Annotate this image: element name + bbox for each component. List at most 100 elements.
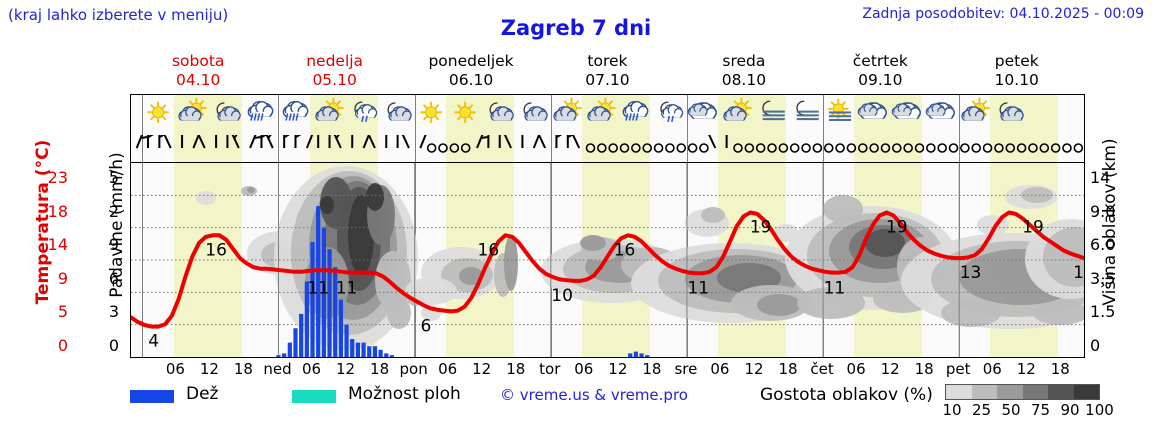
time-label-18: 18: [914, 360, 934, 378]
precipitation-tick-5: 0: [108, 335, 119, 355]
day-date: 09.10: [858, 71, 903, 89]
weather-icon-strip: [130, 94, 1085, 162]
cloud-ramp-step-75: [1022, 385, 1048, 399]
weather-icon-cloud-rain: [244, 97, 278, 135]
time-label-ned: ned: [263, 360, 292, 378]
time-label-12: 12: [1016, 360, 1036, 378]
day-header-ponedeljek: ponedeljek 06.10: [403, 52, 539, 92]
meteogram-plot: 4 16 11 11 6 16 10 16 11 19 11 19 13 19 13: [130, 162, 1085, 358]
weather-icon-cloud: [687, 97, 721, 135]
weather-icon-moon: [131, 97, 142, 135]
cloud-density-ramp-labels: 10 25 50 75 90 100: [938, 401, 1113, 421]
time-label-12: 12: [744, 360, 764, 378]
weather-icon-moon-drizzle: [653, 97, 687, 135]
cloud-ramp-step-90: [1048, 385, 1074, 399]
time-label-06: 06: [982, 360, 1002, 378]
rain-legend-swatch: [130, 390, 174, 403]
weather-icon-cloud: [857, 97, 891, 135]
temperature-tick-2: 14: [47, 235, 68, 254]
day-separator: [142, 95, 144, 162]
time-label-tor: tor: [539, 360, 561, 378]
temperature-annotations: 4 16 11 11 6 16 10 16 11 19 11 19 13 19 13: [148, 217, 1084, 351]
day-header-petek: petek 10.10: [949, 52, 1085, 92]
time-label-pon: pon: [399, 360, 428, 378]
time-label-12: 12: [336, 360, 356, 378]
precipitation-tick-4: 3: [108, 302, 119, 321]
menu-hint-text: (kraj lahko izberete v meniju): [8, 6, 229, 24]
weather-icon-cloud-rain: [619, 97, 653, 135]
meteogram-canvas: 4 16 11 11 6 16 10 16 11 19 11 19 13 19 13: [131, 163, 1084, 357]
last-update-text: Zadnja posodobitev: 04.10.2025 - 00:09: [862, 6, 1144, 22]
day-separator: [414, 95, 416, 162]
day-date: 07.10: [585, 71, 630, 89]
day-header-nedelja: nedelja 05.10: [266, 52, 402, 92]
time-label-12: 12: [199, 360, 219, 378]
weather-icon-moon-cloud: [210, 97, 244, 135]
day-name: petek: [994, 52, 1039, 70]
temp-annotation: 10: [551, 286, 573, 306]
temperature-tick-1: 18: [47, 201, 68, 221]
cloud-ramp-label-90: 90: [1060, 401, 1080, 419]
time-label-18: 18: [1050, 360, 1070, 378]
time-label-18: 18: [778, 360, 798, 378]
temp-annotation: 13: [960, 263, 982, 283]
chart-legend: Dež Možnost ploh © vreme.us & vreme.pro …: [130, 384, 1140, 430]
precipitation-tick-2: 9: [108, 235, 119, 254]
weather-icon-moon-cloud: [517, 97, 551, 135]
temp-annotation: 16: [614, 240, 636, 260]
page-header: (kraj lahko izberete v meniju) Zagreb 7 …: [0, 0, 1152, 40]
day-date: 10.10: [994, 71, 1039, 89]
weather-icon-fog: [755, 97, 789, 135]
cloud-height-tick-2: 6.0: [1090, 235, 1116, 254]
time-label-06: 06: [574, 360, 594, 378]
weather-icon-sun: [415, 97, 449, 135]
day-name: četrtek: [852, 52, 908, 70]
weather-icon-cloud: [925, 97, 959, 135]
temp-annotation: 19: [886, 217, 908, 237]
cloud-ramp-label-100: 100: [1085, 401, 1114, 419]
time-label-06: 06: [301, 360, 322, 378]
temp-annotation: 16: [205, 240, 227, 260]
weather-icon-cloud-rain: [279, 97, 313, 135]
precipitation-tick-3: 6: [108, 268, 119, 288]
weather-icon-moon-cloud: [381, 97, 415, 135]
weather-icon-moon-cloud: [483, 97, 517, 135]
cloud-ramp-label-50: 50: [1001, 401, 1021, 419]
day-separator: [686, 95, 688, 162]
precipitation-bars: [276, 206, 650, 357]
temp-annotation: 11: [824, 278, 846, 298]
day-header-row: sobota 04.10 nedelja 05.10 ponedeljek 06.10 to…: [130, 52, 1085, 92]
cloud-ramp-label-25: 25: [971, 401, 992, 419]
cloud-height-tick-3: 3.5: [1090, 268, 1116, 288]
weather-icon-sun-cloud: [585, 97, 619, 135]
day-name: ponedeljek: [428, 52, 514, 70]
weather-icon-sun-fog: [823, 97, 857, 135]
time-label-18: 18: [233, 360, 253, 378]
temp-annotation: 19: [750, 217, 772, 237]
time-axis-labels: 06 12 18 ned 06 12 18 pon 06 12 18 tor 06 12 18 sre 06 12…: [130, 360, 1085, 380]
day-date: 05.10: [312, 71, 357, 89]
temp-annotation: 16: [478, 240, 500, 260]
time-label-06: 06: [165, 360, 185, 378]
temperature-tick-3: 9: [57, 268, 68, 288]
daylight-band: [173, 95, 242, 162]
cloud-density-color-ramp: [945, 384, 1100, 400]
day-name: torek: [587, 52, 628, 70]
time-label-čet: čet: [810, 360, 834, 378]
day-separator: [278, 95, 280, 162]
showers-legend-swatch: [292, 390, 336, 403]
temperature-tick-4: 5: [57, 302, 68, 321]
day-name: sreda: [722, 52, 766, 70]
temp-annotation: 11: [687, 278, 709, 298]
weather-icon-sun-cloud: [176, 97, 210, 135]
day-header-četrtek: četrtek 09.10: [812, 52, 948, 92]
time-label-06: 06: [846, 360, 866, 378]
weather-icon-moon-drizzle: [347, 97, 381, 135]
temp-annotation: 19: [1022, 217, 1044, 237]
day-separator: [550, 95, 552, 162]
page-title: Zagreb 7 dni: [500, 16, 652, 40]
cloud-ramp-step-100: [1073, 385, 1099, 399]
copyright-link[interactable]: © vreme.us & vreme.pro: [500, 386, 688, 404]
temp-annotation: 11: [336, 278, 358, 298]
precipitation-tick-labels: 5 2 9 6 3 0: [85, 162, 119, 362]
